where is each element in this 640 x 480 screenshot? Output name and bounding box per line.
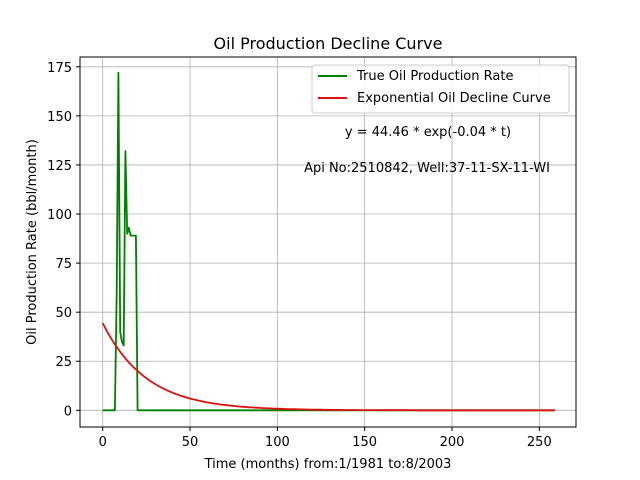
y-axis-label: Oil Production Rate (bbl/month) [25,139,40,345]
y-tick-label: 175 [47,61,72,76]
y-tick-label: 100 [47,208,72,223]
x-tick-label: 250 [527,435,552,450]
y-tick-label: 150 [47,110,72,125]
x-tick-label: 50 [182,435,199,450]
y-tick-label: 75 [55,257,72,272]
x-tick-label: 100 [265,435,290,450]
plot-frame [79,56,577,428]
y-tick-label: 0 [64,404,72,419]
y-tick-label: 50 [55,306,72,321]
x-tick-label: 200 [440,435,465,450]
y-tick-label: 125 [47,159,72,174]
equation-annotation: y = 44.46 * exp(-0.04 * t) [345,125,511,140]
well-annotation: Api No:2510842, Well:37-11-SX-11-WI [304,161,550,176]
x-axis-label: Time (months) from:1/1981 to:8/2003 [204,457,452,472]
legend-label-decline-curve: Exponential Oil Decline Curve [357,91,551,106]
x-tick-label: 150 [352,435,377,450]
x-tick-label: 0 [99,435,107,450]
y-tick-label: 25 [55,355,72,370]
series-true-production [102,71,555,412]
legend: True Oil Production Rate Exponential Oil… [311,64,570,114]
axes-ticks: 0 50 100 150 200 250 0 25 50 75 100 125 150 175 [47,61,552,450]
legend-label-true-rate: True Oil Production Rate [356,69,513,84]
chart-title: Oil Production Decline Curve [214,34,443,53]
series-layer [101,71,555,412]
series-exponential-decline [101,322,555,412]
legend-box [311,64,570,114]
